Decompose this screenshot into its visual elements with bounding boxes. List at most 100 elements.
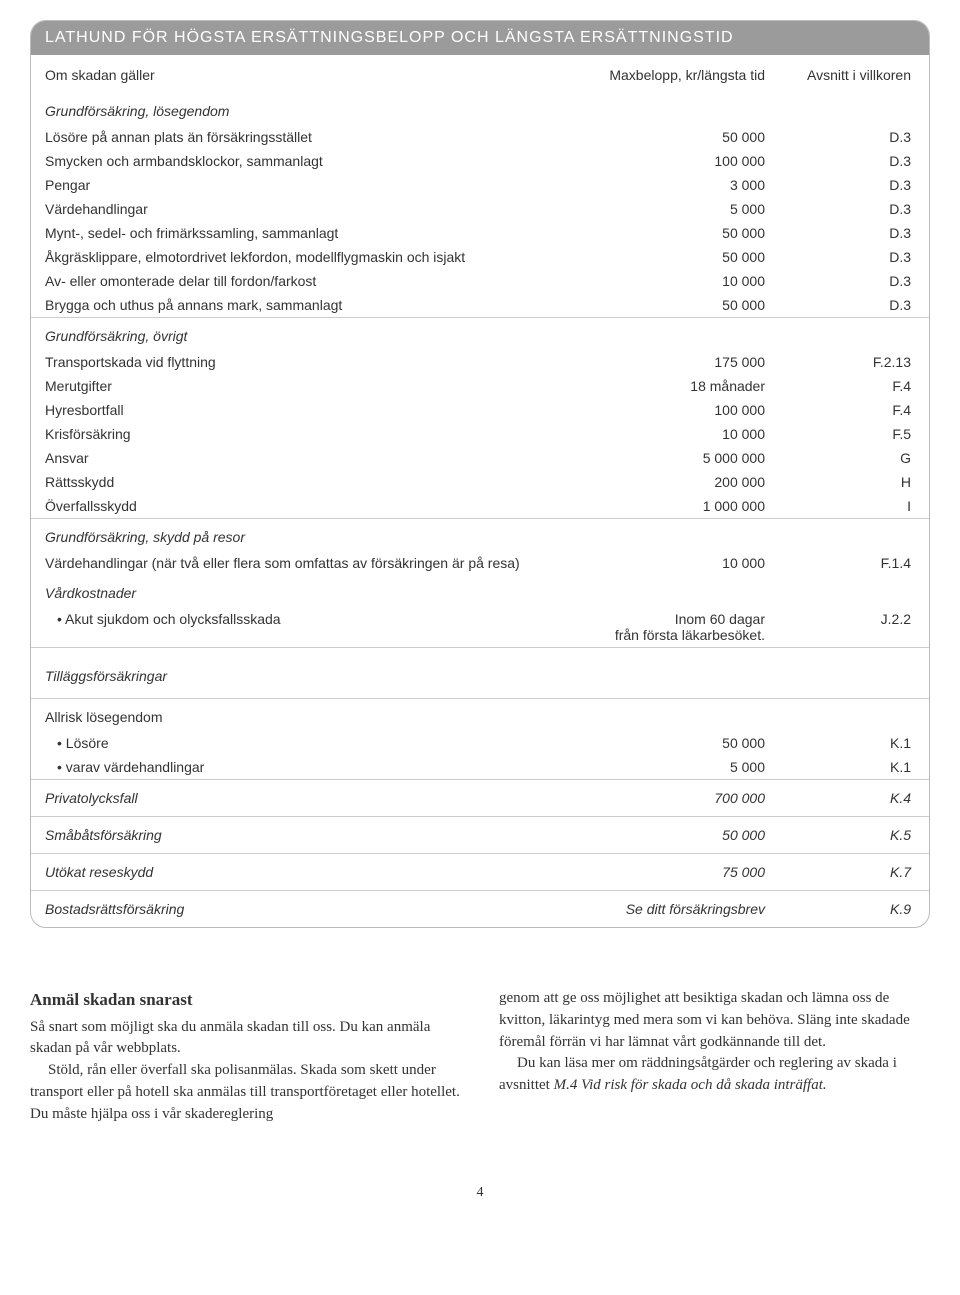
row-label: Akut sjukdom och olycksfallsskada bbox=[31, 607, 569, 648]
row-value: 1 000 000 bbox=[569, 494, 779, 519]
row-ref: D.3 bbox=[779, 293, 929, 318]
row-label: Värdehandlingar bbox=[31, 197, 569, 221]
section-heading-cell: Vårdkostnader bbox=[31, 575, 569, 607]
row-value: 175 000 bbox=[569, 350, 779, 374]
row-ref: J.2.2 bbox=[779, 607, 929, 648]
table-row: Överfallsskydd1 000 000I bbox=[31, 494, 929, 519]
left-p1: Så snart som möjligt ska du anmäla skada… bbox=[30, 1017, 461, 1061]
row-value: 3 000 bbox=[569, 173, 779, 197]
row-label: Rättsskydd bbox=[31, 470, 569, 494]
row-ref: F.2.13 bbox=[779, 350, 929, 374]
table-row: Krisförsäkring10 000F.5 bbox=[31, 422, 929, 446]
row-ref: F.5 bbox=[779, 422, 929, 446]
row-ref: K.1 bbox=[779, 731, 929, 755]
table-row: Transportskada vid flyttning175 000F.2.1… bbox=[31, 350, 929, 374]
col-header-2: Maxbelopp, kr/längsta tid bbox=[569, 55, 779, 93]
row-label: Transportskada vid flyttning bbox=[31, 350, 569, 374]
section-heading-cell: Grundförsäkring, lösegendom bbox=[31, 93, 569, 125]
table-row: Rättsskydd200 000H bbox=[31, 470, 929, 494]
table-row: Privatolycksfall700 000K.4 bbox=[31, 780, 929, 817]
table-row: Lösöre på annan plats än försäkringsstäl… bbox=[31, 125, 929, 149]
row-ref: F.4 bbox=[779, 398, 929, 422]
table-row: BostadsrättsförsäkringSe ditt försäkring… bbox=[31, 891, 929, 928]
section-header: Vårdkostnader bbox=[31, 575, 929, 607]
row-ref: F.1.4 bbox=[779, 551, 929, 575]
row-label: Överfallsskydd bbox=[31, 494, 569, 519]
row-ref: D.3 bbox=[779, 149, 929, 173]
row-ref: D.3 bbox=[779, 197, 929, 221]
row-value: 100 000 bbox=[569, 398, 779, 422]
row-value: 50 000 bbox=[569, 817, 779, 854]
row-ref: H bbox=[779, 470, 929, 494]
row-value: 100 000 bbox=[569, 149, 779, 173]
row-value: 10 000 bbox=[569, 551, 779, 575]
section-header: Tilläggsförsäkringar bbox=[31, 648, 929, 699]
row-ref: K.1 bbox=[779, 755, 929, 780]
row-label: Bostadsrättsförsäkring bbox=[31, 891, 569, 928]
row-label: Mynt-, sedel- och frimärkssamling, samma… bbox=[31, 221, 569, 245]
row-value: 10 000 bbox=[569, 269, 779, 293]
row-value: 75 000 bbox=[569, 854, 779, 891]
row-value: 5 000 000 bbox=[569, 446, 779, 470]
row-value: 5 000 bbox=[569, 197, 779, 221]
row-value: 200 000 bbox=[569, 470, 779, 494]
table-row: Mynt-, sedel- och frimärkssamling, samma… bbox=[31, 221, 929, 245]
row-ref: G bbox=[779, 446, 929, 470]
section-heading-cell: Tilläggsförsäkringar bbox=[31, 648, 569, 699]
table-row: Lösöre50 000K.1 bbox=[31, 731, 929, 755]
row-ref: D.3 bbox=[779, 173, 929, 197]
row-label: Brygga och uthus på annans mark, sammanl… bbox=[31, 293, 569, 318]
row-value: 18 månader bbox=[569, 374, 779, 398]
row-ref: D.3 bbox=[779, 221, 929, 245]
row-value: 50 000 bbox=[569, 293, 779, 318]
row-label: Merutgifter bbox=[31, 374, 569, 398]
below-heading: Anmäl skadan snarast bbox=[30, 988, 461, 1013]
row-value: 700 000 bbox=[569, 780, 779, 817]
row-value: 50 000 bbox=[569, 221, 779, 245]
right-column: genom att ge oss möjlighet att besiktiga… bbox=[499, 988, 930, 1125]
row-value: Se ditt försäkringsbrev bbox=[569, 891, 779, 928]
row-label: Utökat reseskydd bbox=[31, 854, 569, 891]
row-ref: K.9 bbox=[779, 891, 929, 928]
table-row: Hyresbortfall100 000F.4 bbox=[31, 398, 929, 422]
row-label: Småbåtsförsäkring bbox=[31, 817, 569, 854]
page-number: 4 bbox=[30, 1185, 930, 1201]
row-ref: K.7 bbox=[779, 854, 929, 891]
right-p1: genom att ge oss möjlighet att besiktiga… bbox=[499, 988, 930, 1053]
table-title: LATHUND FÖR HÖGSTA ERSÄTTNINGSBELOPP OCH… bbox=[31, 21, 929, 55]
table-row: Åkgräsklippare, elmotordrivet lekfordon,… bbox=[31, 245, 929, 269]
row-value: 50 000 bbox=[569, 125, 779, 149]
row-label: Värdehandlingar (när två eller flera som… bbox=[31, 551, 569, 575]
row-label: Krisförsäkring bbox=[31, 422, 569, 446]
row-ref: I bbox=[779, 494, 929, 519]
section-header: Grundförsäkring, lösegendom bbox=[31, 93, 929, 125]
section-header: Grundförsäkring, skydd på resor bbox=[31, 519, 929, 552]
row-label: Lösöre bbox=[31, 731, 569, 755]
left-p2: Stöld, rån eller överfall ska polisanmäl… bbox=[30, 1060, 461, 1125]
table-row: Utökat reseskydd75 000K.7 bbox=[31, 854, 929, 891]
table-header-row: Om skadan gällerMaxbelopp, kr/längsta ti… bbox=[31, 55, 929, 93]
row-value: 5 000 bbox=[569, 755, 779, 780]
table-row: varav värdehandlingar5 000K.1 bbox=[31, 755, 929, 780]
section-heading-cell: Grundförsäkring, skydd på resor bbox=[31, 519, 569, 552]
row-value: Inom 60 dagarfrån första läkarbesöket. bbox=[569, 607, 779, 648]
table-row: Småbåtsförsäkring50 000K.5 bbox=[31, 817, 929, 854]
table-row: Merutgifter18 månaderF.4 bbox=[31, 374, 929, 398]
col-header-3: Avsnitt i villkoren bbox=[779, 55, 929, 93]
row-ref: D.3 bbox=[779, 269, 929, 293]
section-heading-cell: Grundförsäkring, övrigt bbox=[31, 318, 569, 351]
row-label: Av- eller omonterade delar till fordon/f… bbox=[31, 269, 569, 293]
table-row: Smycken och armbandsklockor, sammanlagt1… bbox=[31, 149, 929, 173]
table-row: Av- eller omonterade delar till fordon/f… bbox=[31, 269, 929, 293]
row-label: Privatolycksfall bbox=[31, 780, 569, 817]
row-ref: D.3 bbox=[779, 245, 929, 269]
row-value: 50 000 bbox=[569, 245, 779, 269]
row-label: Hyresbortfall bbox=[31, 398, 569, 422]
coverage-table-body: Om skadan gällerMaxbelopp, kr/längsta ti… bbox=[31, 55, 929, 927]
table-row: Ansvar5 000 000G bbox=[31, 446, 929, 470]
table-row: Pengar3 000D.3 bbox=[31, 173, 929, 197]
row-ref: K.4 bbox=[779, 780, 929, 817]
row-label: Åkgräsklippare, elmotordrivet lekfordon,… bbox=[31, 245, 569, 269]
below-text: Anmäl skadan snarast Så snart som möjlig… bbox=[30, 988, 930, 1125]
left-column: Anmäl skadan snarast Så snart som möjlig… bbox=[30, 988, 461, 1125]
